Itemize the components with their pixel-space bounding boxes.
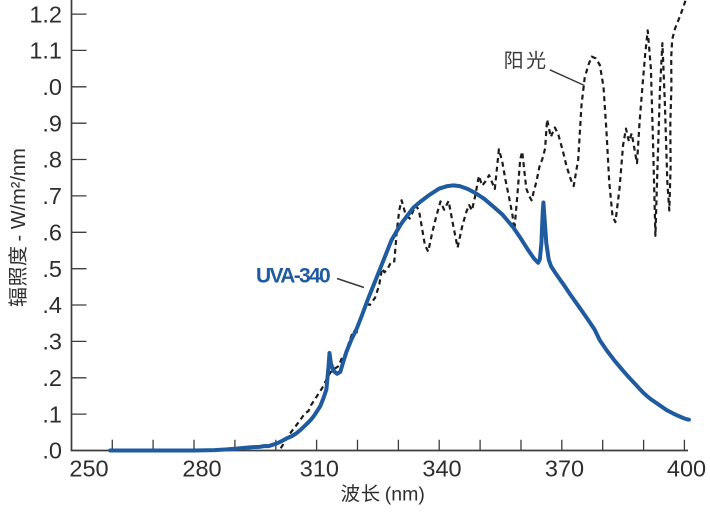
svg-text:.9: .9 xyxy=(42,110,62,136)
svg-text:.6: .6 xyxy=(42,220,62,246)
svg-text:340: 340 xyxy=(422,456,461,482)
svg-text:.0: .0 xyxy=(42,438,62,464)
svg-text:UVA-340: UVA-340 xyxy=(256,265,330,288)
svg-text:.5: .5 xyxy=(42,256,62,282)
svg-text:250: 250 xyxy=(69,456,108,482)
svg-text:.2: .2 xyxy=(42,365,62,391)
svg-text:(nm): (nm) xyxy=(385,484,425,506)
svg-text:- W/m²/nm: - W/m²/nm xyxy=(8,148,30,241)
svg-text:.3: .3 xyxy=(42,329,62,355)
svg-text:400: 400 xyxy=(667,456,706,482)
svg-text:.8: .8 xyxy=(42,147,62,173)
svg-text:280: 280 xyxy=(182,456,221,482)
svg-text:.1: .1 xyxy=(42,401,62,427)
svg-text:310: 310 xyxy=(300,456,339,482)
svg-text:1.1: 1.1 xyxy=(29,38,62,64)
svg-text:.0: .0 xyxy=(42,74,62,100)
svg-text:370: 370 xyxy=(545,456,584,482)
svg-text:.7: .7 xyxy=(42,183,62,209)
svg-text:1.2: 1.2 xyxy=(29,1,62,27)
svg-text:.4: .4 xyxy=(42,292,62,318)
